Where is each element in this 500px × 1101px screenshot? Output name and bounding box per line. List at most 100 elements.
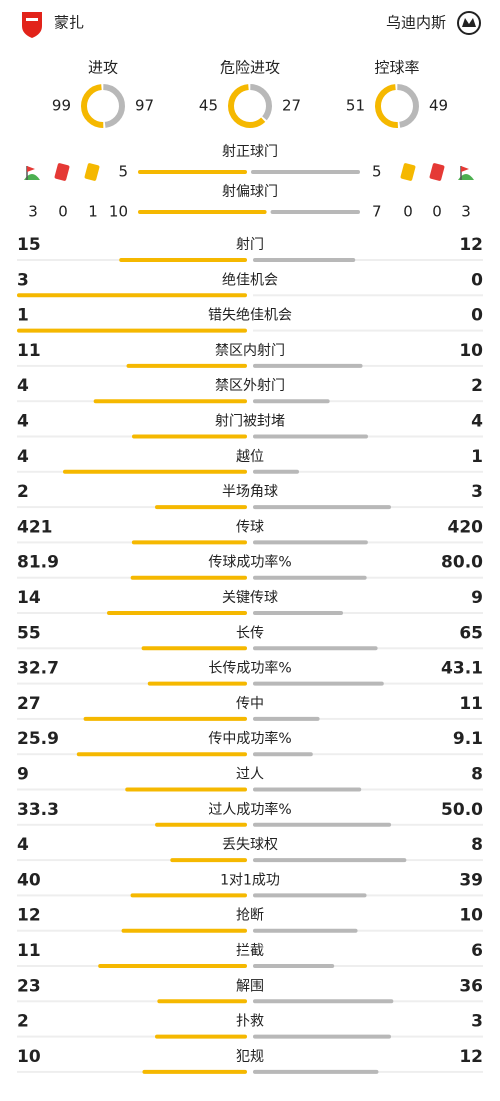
stat-away-bar — [253, 964, 335, 968]
stat-label: 拦截 — [236, 943, 264, 959]
stat-away-bar — [253, 646, 378, 651]
bar-track — [17, 647, 247, 650]
top-bar-home: 10 — [109, 203, 128, 221]
stat-label: 半场角球 — [222, 484, 278, 500]
stat-away-bar — [253, 434, 368, 439]
stat-home: 10 — [17, 1047, 41, 1067]
stat-away: 65 — [459, 623, 483, 643]
stat-home-bar — [141, 646, 247, 651]
card-count: 0 — [403, 203, 413, 221]
stat-home: 9 — [17, 765, 29, 785]
stat-home: 23 — [17, 976, 41, 996]
ring-label: 进攻 — [88, 59, 118, 77]
top-bar-label: 射偏球门 — [222, 184, 278, 200]
stat-away-bar — [253, 893, 367, 898]
top-bar-home-fill — [138, 170, 247, 174]
ring-home-arc — [80, 84, 125, 128]
stat-home: 2 — [17, 1012, 29, 1032]
ring-home-value: 99 — [52, 97, 71, 115]
bar-track — [253, 329, 483, 332]
bar-track — [17, 506, 247, 509]
stat-home-bar — [76, 752, 247, 757]
stat-away-bar — [253, 540, 368, 545]
stat-away-bar — [253, 363, 363, 368]
card-count: 3 — [28, 203, 38, 221]
stat-home: 4 — [17, 412, 29, 432]
stat-away: 2 — [471, 376, 483, 396]
stat-label: 传球成功率% — [208, 554, 291, 571]
stat-away: 6 — [471, 941, 483, 961]
stat-home-bar — [126, 363, 247, 368]
stat-label: 长传成功率% — [208, 660, 291, 677]
stat-away: 3 — [471, 482, 483, 502]
stat-away-bar — [253, 681, 384, 686]
bar-track — [17, 859, 247, 862]
bar-track — [253, 400, 483, 403]
stat-home: 32.7 — [17, 659, 59, 679]
stat-label: 过人 — [236, 767, 264, 783]
card-icons-away — [400, 163, 474, 181]
ring-label: 危险进攻 — [220, 59, 280, 77]
ring-away-value: 49 — [429, 97, 448, 115]
stat-away: 420 — [448, 517, 484, 537]
stat-home: 55 — [17, 623, 41, 643]
bar-track — [253, 259, 483, 261]
away-name: 乌迪内斯 — [386, 14, 446, 32]
home-name: 蒙扎 — [54, 14, 84, 32]
stat-label: 绝佳机会 — [222, 272, 278, 288]
stat-home: 3 — [17, 270, 29, 290]
stat-away: 80.0 — [441, 553, 483, 573]
top-bar-home: 5 — [118, 163, 128, 181]
ring-label: 控球率 — [374, 59, 419, 77]
home-logo — [22, 12, 42, 38]
stat-home-bar — [155, 1034, 247, 1039]
stat-away: 3 — [471, 1012, 483, 1032]
stat-home-bar — [98, 964, 247, 968]
stat-label: 抢断 — [236, 907, 264, 924]
stat-label: 犯规 — [236, 1049, 264, 1065]
stat-away-bar — [253, 1069, 379, 1074]
bar-track — [17, 1000, 247, 1003]
bar-track — [253, 717, 483, 720]
stat-away: 39 — [459, 870, 483, 890]
stat-home: 2 — [17, 482, 29, 502]
stat-home: 4 — [17, 447, 29, 467]
stat-away-bar — [253, 928, 358, 933]
stat-home-bar — [131, 540, 247, 545]
stat-label: 扑救 — [236, 1014, 264, 1030]
stat-home: 81.9 — [17, 553, 59, 573]
stat-away: 0 — [471, 306, 483, 326]
ring-away-value: 97 — [135, 97, 154, 115]
bar-track — [253, 929, 483, 932]
stat-home: 1 — [17, 306, 29, 326]
stat-home-bar — [83, 716, 247, 721]
stat-home: 14 — [17, 588, 41, 608]
stat-away-bar — [253, 258, 356, 262]
stat-label: 错失绝佳机会 — [208, 308, 292, 324]
stat-home-bar — [155, 822, 247, 827]
ring-home-value: 45 — [199, 97, 218, 115]
stat-label: 传球 — [236, 519, 264, 535]
away-logo — [457, 11, 481, 35]
bar-track — [253, 612, 483, 614]
bar-track — [253, 753, 483, 756]
stat-home-bar — [142, 1069, 247, 1074]
stat-label: 过人成功率% — [208, 801, 291, 818]
stat-home: 11 — [17, 941, 41, 961]
stat-home-bar — [155, 505, 247, 510]
stat-label: 传中成功率% — [208, 730, 291, 747]
ring-home-value: 51 — [346, 97, 365, 115]
stat-home: 15 — [17, 235, 41, 255]
top-bar-home-fill — [138, 210, 267, 214]
stat-away: 8 — [471, 765, 483, 785]
stat-away-bar — [253, 716, 320, 721]
stat-away: 1 — [471, 447, 483, 467]
stat-label: 射门 — [236, 237, 264, 253]
stat-home-bar — [130, 893, 247, 898]
bar-track — [17, 682, 247, 685]
stat-label: 丢失球权 — [222, 837, 278, 853]
ring-away-value: 27 — [282, 97, 301, 115]
stat-away-bar — [253, 999, 394, 1004]
stat-home: 4 — [17, 376, 29, 396]
stat-home-bar — [157, 999, 247, 1004]
